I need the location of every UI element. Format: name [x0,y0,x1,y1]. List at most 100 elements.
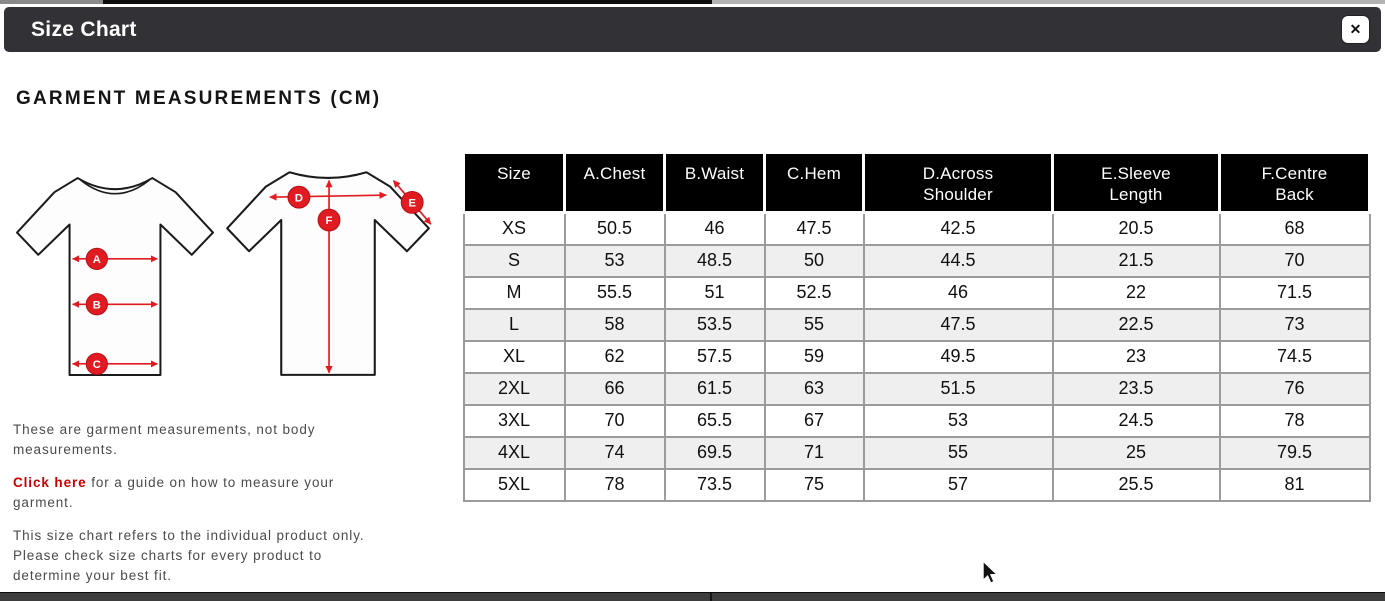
note-measure-guide: Click here for a guide on how to measure… [13,473,468,513]
column-header-sleeve-length: E.Sleeve Length [1051,151,1221,214]
table-cell: 59 [763,339,865,374]
table-row: XL 62 57.5 59 49.5 23 74.5 [462,339,1371,374]
note-individual-product: This size chart refers to the individual… [13,528,365,583]
table-cell: 74.5 [1218,339,1371,374]
table-cell: 46 [663,211,766,246]
measure-e-label: E [408,198,416,210]
table-row: M 55.5 51 52.5 46 22 71.5 [462,275,1371,310]
table-cell: 58 [563,307,666,342]
table-cell: 25 [1051,435,1221,470]
note-garment-measurements: These are garment measurements, not body… [13,422,316,457]
column-header-size: Size [462,151,566,214]
table-cell: 48.5 [663,243,766,278]
page-bottom-bar [0,592,1385,601]
table-cell: 23.5 [1051,371,1221,406]
tshirt-front-diagram: A B C [16,177,214,376]
table-cell: 75 [763,467,865,502]
measure-b-label: B [93,299,101,311]
table-cell: 47.5 [763,211,865,246]
table-cell: 50.5 [563,211,666,246]
size-chart-table: Size A.Chest B.Waist C.Hem D.Across Shou… [462,151,1371,502]
measure-c-marker: C [72,352,158,375]
table-cell: 46 [862,275,1054,310]
table-cell: L [462,307,566,342]
table-cell: 65.5 [663,403,766,438]
table-cell: 53 [862,403,1054,438]
table-cell: 57 [862,467,1054,502]
table-cell: 21.5 [1051,243,1221,278]
table-cell: 55.5 [563,275,666,310]
table-cell: 24.5 [1051,403,1221,438]
table-cell: 67 [763,403,865,438]
tshirt-back-outline [226,171,430,376]
tshirt-back-diagram: D E F [226,171,432,376]
tshirt-front-outline [16,177,214,376]
measure-f-marker: F [317,180,341,374]
table-cell: 71 [763,435,865,470]
table-cell: XS [462,211,566,246]
table-cell: 53 [563,243,666,278]
modal-title-bar: Size Chart ✕ [4,7,1381,52]
column-header-waist: B.Waist [663,151,766,214]
table-cell: 52.5 [763,275,865,310]
table-cell: 55 [862,435,1054,470]
measure-a-label: A [93,254,101,266]
table-cell: 70 [1218,243,1371,278]
table-cell: 20.5 [1051,211,1221,246]
click-here-link[interactable]: Click here [13,475,87,490]
table-cell: 22.5 [1051,307,1221,342]
table-row: 2XL 66 61.5 63 51.5 23.5 76 [462,371,1371,406]
table-row: 3XL 70 65.5 67 53 24.5 78 [462,403,1371,438]
modal-title: Size Chart [31,17,137,41]
table-cell: XL [462,339,566,374]
mouse-cursor [982,559,999,585]
table-cell: 3XL [462,403,566,438]
table-cell: 73.5 [663,467,766,502]
close-button[interactable]: ✕ [1342,16,1369,43]
table-cell: 47.5 [862,307,1054,342]
table-cell: 79.5 [1218,435,1371,470]
measure-c-label: C [93,359,101,371]
table-cell: 2XL [462,371,566,406]
notes-section: These are garment measurements, not body… [13,420,468,599]
table-cell: 62 [563,339,666,374]
column-header-across-shoulder: D.Across Shoulder [862,151,1054,214]
table-row: 5XL 78 73.5 75 57 25.5 81 [462,467,1371,502]
table-cell: 25.5 [1051,467,1221,502]
table-cell: 66 [563,371,666,406]
table-header-row: Size A.Chest B.Waist C.Hem D.Across Shou… [462,151,1371,214]
measure-f-label: F [326,215,333,227]
table-cell: 70 [563,403,666,438]
table-row: XS 50.5 46 47.5 42.5 20.5 68 [462,211,1371,246]
table-cell: M [462,275,566,310]
table-cell: 51.5 [862,371,1054,406]
table-cell: 53.5 [663,307,766,342]
table-cell: 22 [1051,275,1221,310]
table-cell: 4XL [462,435,566,470]
table-cell: 50 [763,243,865,278]
table-cell: 68 [1218,211,1371,246]
table-cell: 73 [1218,307,1371,342]
table-cell: 71.5 [1218,275,1371,310]
table-cell: 49.5 [862,339,1054,374]
table-cell: 44.5 [862,243,1054,278]
table-cell: 81 [1218,467,1371,502]
table-cell: 69.5 [663,435,766,470]
page-top-edge-segment [712,0,1385,4]
table-cell: 78 [563,467,666,502]
page-top-edge [0,0,1385,4]
measure-d-label: D [295,192,303,204]
measure-a-marker: A [72,247,158,270]
table-cell: 5XL [462,467,566,502]
table-cell: 23 [1051,339,1221,374]
table-cell: 55 [763,307,865,342]
page-bottom-bar-divider [710,593,712,601]
table-cell: 63 [763,371,865,406]
table-cell: S [462,243,566,278]
table-cell: 78 [1218,403,1371,438]
column-header-hem: C.Hem [763,151,865,214]
table-cell: 61.5 [663,371,766,406]
page-top-edge-segment [0,0,103,4]
measure-e-marker: E [392,180,432,225]
table-row: S 53 48.5 50 44.5 21.5 70 [462,243,1371,278]
